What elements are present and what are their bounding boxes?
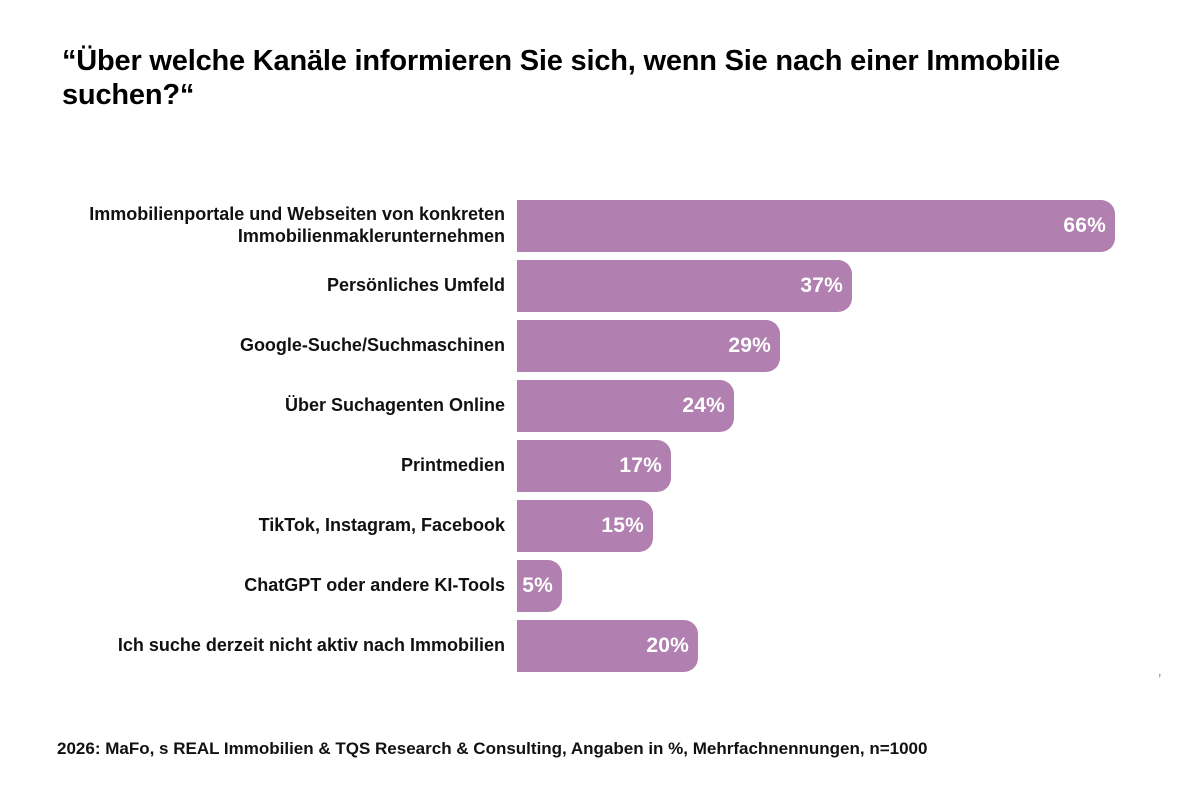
category-label: Google-Suche/Suchmaschinen: [239, 335, 505, 356]
bar-track: 20%: [517, 620, 1176, 672]
bar-chart: Immobilienportale und Webseiten von konk…: [60, 196, 1176, 676]
source-note: 2026: MaFo, s REAL Immobilien & TQS Rese…: [57, 739, 928, 758]
bar: 15%: [517, 500, 653, 552]
value-label: 5%: [522, 574, 553, 597]
chart-row: Ich suche derzeit nicht aktiv nach Immob…: [60, 616, 1176, 676]
bar-track: 5%: [517, 560, 1176, 612]
category-label: TikTok, Instagram, Facebook: [258, 515, 505, 536]
value-label: 66%: [1063, 214, 1106, 237]
category-label: Ich suche derzeit nicht aktiv nach Immob…: [117, 635, 505, 656]
value-label: 37%: [800, 274, 843, 297]
value-label: 20%: [646, 634, 689, 657]
category-label: ChatGPT oder andere KI-Tools: [244, 575, 505, 596]
bar-track: 15%: [517, 500, 1176, 552]
bar: 37%: [517, 260, 852, 312]
category-label: Über Suchagenten Online: [284, 395, 505, 416]
value-label: 24%: [682, 394, 725, 417]
chart-row: TikTok, Instagram, Facebook 15%: [60, 496, 1176, 556]
bar: 66%: [517, 200, 1115, 252]
category-label: Persönliches Umfeld: [326, 275, 505, 296]
chart-row: Persönliches Umfeld 37%: [60, 256, 1176, 316]
value-label: 15%: [601, 514, 644, 537]
bar: 5%: [517, 560, 562, 612]
value-label: 17%: [619, 454, 662, 477]
chart-row: Über Suchagenten Online 24%: [60, 376, 1176, 436]
bar: 20%: [517, 620, 698, 672]
bar: 17%: [517, 440, 671, 492]
bar-track: 66%: [517, 200, 1176, 252]
value-label: 29%: [728, 334, 771, 357]
chart-title: “Über welche Kanäle informieren Sie sich…: [62, 45, 1060, 112]
bar-track: 17%: [517, 440, 1176, 492]
category-label: Immobilienportale und Webseiten von konk…: [89, 204, 505, 246]
bar: 29%: [517, 320, 780, 372]
bar-track: 29%: [517, 320, 1176, 372]
bar: 24%: [517, 380, 734, 432]
chart-row: Google-Suche/Suchmaschinen 29%: [60, 316, 1176, 376]
chart-row: Printmedien 17%: [60, 436, 1176, 496]
chart-row: ChatGPT oder andere KI-Tools 5%: [60, 556, 1176, 616]
category-label: Printmedien: [400, 455, 505, 476]
chart-row: Immobilienportale und Webseiten von konk…: [60, 196, 1176, 256]
bar-track: 37%: [517, 260, 1176, 312]
stray-mark: ’: [1158, 671, 1162, 688]
bar-track: 24%: [517, 380, 1176, 432]
